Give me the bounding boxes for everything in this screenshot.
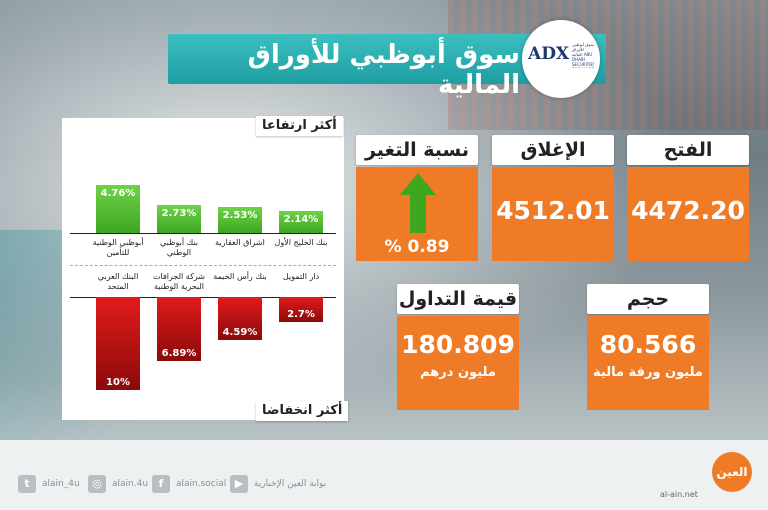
facebook-link[interactable]: f alain.social (152, 475, 226, 493)
change-label: نسبة التغير (356, 135, 478, 165)
change-value: % 0.89 (384, 237, 450, 257)
gainers-axis (70, 233, 336, 234)
adx-logo: ADX سوق أبوظبي للأوراق المالية ABU DHABI… (522, 20, 600, 98)
gainers-title: أكثر ارتفاعا (256, 116, 343, 136)
facebook-icon: f (152, 475, 170, 493)
logo-text: ADX (528, 44, 570, 64)
loser-value: 2.7% (287, 309, 315, 321)
volume-card: 80.566 مليون ورقة مالية (587, 316, 709, 410)
loser-label: دار التمويل (282, 272, 320, 281)
twitter-handle: alain_4u (42, 479, 80, 489)
instagram-handle: alain.4u (112, 479, 149, 489)
gainer-label: أبوظبي الوطنية للتأمين (92, 238, 144, 257)
gainer-label: بنك الخليج الأول (274, 238, 328, 247)
alain-logo: العين (712, 452, 752, 492)
volume-value: 80.566 (599, 330, 697, 359)
gainer-bar: 4.76% (96, 185, 140, 233)
page-title: سوق أبوظبي للأوراق المالية (247, 40, 520, 100)
footer (0, 440, 768, 510)
up-arrow-icon (400, 173, 436, 233)
twitter-link[interactable]: t alain_4u (18, 475, 80, 493)
turnover-unit: مليون درهم (420, 365, 496, 380)
facebook-handle: alain.social (176, 479, 227, 489)
change-card: % 0.89 (356, 167, 478, 261)
youtube-link[interactable]: ▶ بوابة العين الإخبارية (230, 475, 326, 493)
logo-subtext: سوق أبوظبي للأوراق المالية ABU DHABI SEC… (572, 42, 594, 68)
instagram-icon: ◎ (88, 475, 106, 493)
gainer-bar: 2.73% (157, 205, 201, 233)
divider-line (70, 265, 336, 266)
youtube-icon: ▶ (230, 475, 248, 493)
loser-label: شركة الجرافات البحرية الوطنية (152, 272, 205, 291)
volume-unit: مليون ورقة مالية (593, 365, 703, 380)
close-label: الإغلاق (492, 135, 614, 165)
youtube-handle: بوابة العين الإخبارية (254, 479, 327, 489)
open-value: 4472.20 (631, 196, 745, 225)
close-card: 4512.01 (492, 167, 614, 261)
loser-value: 6.89% (161, 348, 197, 360)
turnover-label: قيمة التداول (397, 284, 519, 314)
open-card: 4472.20 (627, 167, 749, 261)
losers-axis (70, 297, 336, 298)
loser-value: 4.59% (222, 326, 258, 338)
twitter-icon: t (18, 475, 36, 493)
close-value: 4512.01 (496, 196, 610, 225)
loser-label: البنك العربي المتحد (97, 272, 139, 291)
gainer-bar: 2.53% (218, 207, 262, 233)
turnover-value: 180.809 (401, 330, 515, 359)
loser-bar: 2.7% (279, 297, 323, 323)
instagram-link[interactable]: ◎ alain.4u (88, 475, 148, 493)
loser-value: 10% (106, 377, 130, 388)
loser-bar: 6.89% (157, 297, 201, 362)
gainer-label: اشراق العقارية (215, 238, 265, 247)
volume-label: حجم التداولات (587, 284, 709, 340)
loser-bar: 10% (96, 297, 140, 390)
gainer-bar: 2.14% (279, 211, 323, 233)
loser-label: بنك رأس الخيمة (213, 272, 267, 281)
turnover-card: 180.809 مليون درهم (397, 316, 519, 410)
loser-bar: 4.59% (218, 297, 262, 340)
site-url[interactable]: al-ain.net (660, 490, 698, 499)
gainer-label: بنك أبوظبي الوطني (160, 238, 198, 257)
losers-title: أكثر انخفاضا (256, 401, 349, 421)
open-label: الفتح (627, 135, 749, 165)
